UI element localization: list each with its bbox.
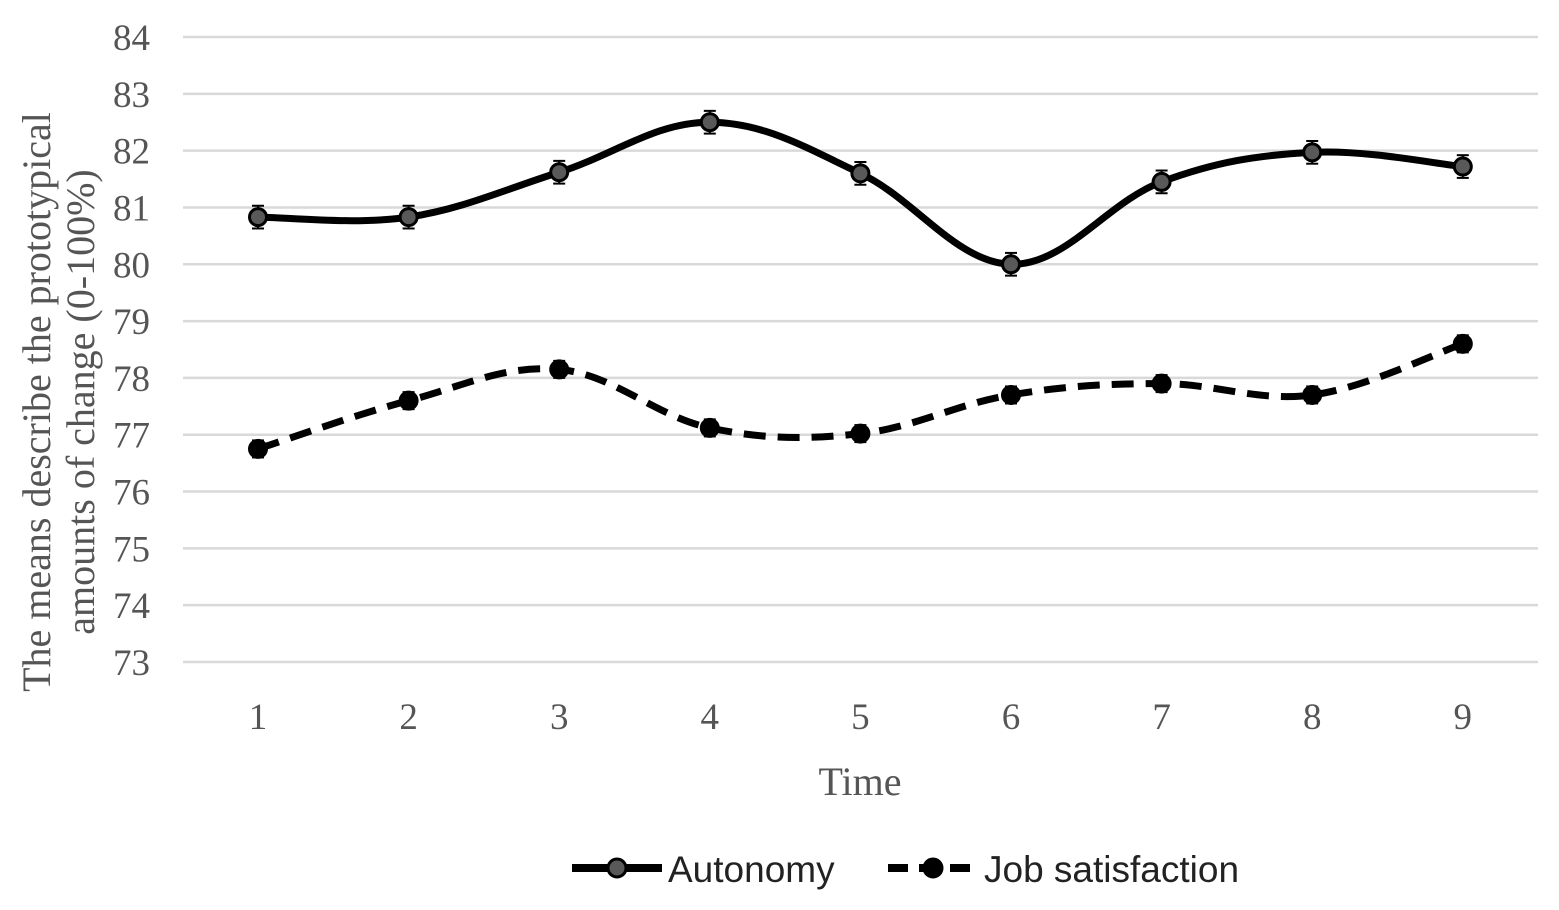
y-tick-label: 80 xyxy=(113,245,150,286)
marker-job-satisfaction xyxy=(699,417,720,438)
legend-item-autonomy: Autonomy xyxy=(572,849,835,890)
data-point-autonomy xyxy=(1151,169,1172,195)
marker-job-satisfaction xyxy=(549,359,570,380)
data-point-autonomy xyxy=(549,159,570,185)
y-tick-label: 83 xyxy=(113,75,150,116)
marker-job-satisfaction xyxy=(850,423,871,444)
marker-job-satisfaction xyxy=(1001,384,1021,405)
x-tick-label: 5 xyxy=(851,697,870,738)
data-point-autonomy xyxy=(699,109,720,135)
data-point-job-satisfaction xyxy=(699,417,720,438)
x-tick-label: 4 xyxy=(701,697,720,738)
marker-autonomy xyxy=(248,207,268,228)
x-tick-label: 7 xyxy=(1152,697,1171,738)
x-tick-label: 8 xyxy=(1303,697,1322,738)
data-point-job-satisfaction xyxy=(1151,373,1172,394)
y-tick-label: 79 xyxy=(113,302,150,343)
legend-autonomy-label: Autonomy xyxy=(668,849,835,890)
legend-item-job-satisfaction: Job satisfaction xyxy=(888,849,1239,890)
data-point-job-satisfaction xyxy=(398,390,419,411)
x-tick-label: 1 xyxy=(249,697,268,738)
y-tick-label: 77 xyxy=(113,416,150,457)
marker-job-satisfaction xyxy=(248,438,268,459)
marker-job-satisfaction xyxy=(398,390,419,411)
legend-job-satisfaction-label: Job satisfaction xyxy=(984,849,1239,890)
marker-autonomy xyxy=(850,163,871,184)
y-tick-label: 73 xyxy=(113,643,150,684)
y-tick-label: 81 xyxy=(113,188,150,229)
data-point-autonomy xyxy=(850,161,871,186)
data-point-autonomy xyxy=(248,204,268,230)
y-tick-label: 82 xyxy=(113,132,150,173)
data-point-autonomy xyxy=(1001,251,1021,277)
data-point-job-satisfaction xyxy=(1452,333,1473,354)
marker-job-satisfaction xyxy=(1452,333,1473,354)
legend: Autonomy Job satisfaction xyxy=(572,849,1239,890)
data-point-job-satisfaction xyxy=(850,423,871,444)
marker-autonomy xyxy=(1151,171,1172,192)
y-tick-label: 74 xyxy=(113,586,150,627)
x-tick-label: 3 xyxy=(550,697,569,738)
data-point-autonomy xyxy=(1452,154,1473,179)
y-axis-ticks: 73 74 75 76 77 78 79 80 81 82 83 84 xyxy=(113,18,150,684)
y-tick-label: 78 xyxy=(113,359,150,400)
legend-autonomy-marker xyxy=(606,857,628,879)
marker-autonomy xyxy=(699,112,720,133)
data-point-autonomy xyxy=(398,204,419,230)
y-tick-label: 76 xyxy=(113,473,150,514)
data-point-job-satisfaction xyxy=(549,359,570,380)
marker-autonomy xyxy=(1302,142,1323,163)
marker-job-satisfaction xyxy=(1151,373,1172,394)
y-tick-label: 75 xyxy=(113,529,150,570)
x-tick-label: 6 xyxy=(1002,697,1021,738)
x-tick-label: 2 xyxy=(399,697,418,738)
y-axis-title: The means describe the prototypical amou… xyxy=(14,112,103,692)
gridlines xyxy=(183,35,1538,664)
marker-autonomy xyxy=(1001,254,1021,275)
data-point-job-satisfaction xyxy=(1302,384,1323,405)
series-markers xyxy=(248,109,1473,459)
x-tick-label: 9 xyxy=(1454,697,1473,738)
marker-autonomy xyxy=(549,162,570,183)
x-axis-ticks: 1 2 3 4 5 6 7 8 9 xyxy=(249,697,1472,738)
x-axis-title: Time xyxy=(818,759,901,804)
data-point-autonomy xyxy=(1302,139,1323,165)
y-axis-title-line-2: amounts of change (0-100%) xyxy=(58,169,103,634)
data-point-job-satisfaction xyxy=(1001,384,1021,405)
y-axis-title-line-1: The means describe the prototypical xyxy=(14,112,59,692)
marker-job-satisfaction xyxy=(1302,384,1323,405)
legend-job-satisfaction-marker xyxy=(922,857,944,879)
series-line-autonomy xyxy=(257,118,1464,268)
y-tick-label: 84 xyxy=(113,18,150,59)
data-point-job-satisfaction xyxy=(248,438,268,459)
marker-autonomy xyxy=(398,207,419,228)
marker-autonomy xyxy=(1452,156,1473,177)
